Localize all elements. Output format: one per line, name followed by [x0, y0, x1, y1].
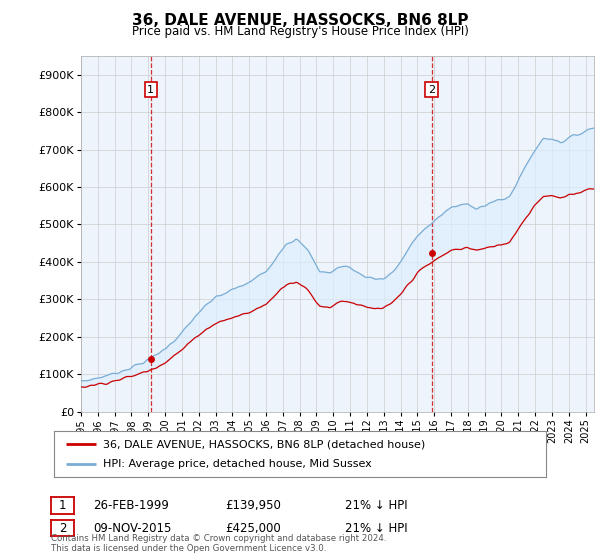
Text: HPI: Average price, detached house, Mid Sussex: HPI: Average price, detached house, Mid … — [103, 459, 372, 469]
Text: £139,950: £139,950 — [225, 498, 281, 512]
Text: 36, DALE AVENUE, HASSOCKS, BN6 8LP: 36, DALE AVENUE, HASSOCKS, BN6 8LP — [132, 13, 468, 28]
Text: 1: 1 — [148, 85, 154, 95]
Text: Price paid vs. HM Land Registry's House Price Index (HPI): Price paid vs. HM Land Registry's House … — [131, 25, 469, 38]
Text: 21% ↓ HPI: 21% ↓ HPI — [345, 521, 407, 535]
Text: £425,000: £425,000 — [225, 521, 281, 535]
Text: 26-FEB-1999: 26-FEB-1999 — [93, 498, 169, 512]
Text: 21% ↓ HPI: 21% ↓ HPI — [345, 498, 407, 512]
Text: 1: 1 — [59, 498, 66, 512]
Text: 36, DALE AVENUE, HASSOCKS, BN6 8LP (detached house): 36, DALE AVENUE, HASSOCKS, BN6 8LP (deta… — [103, 439, 425, 449]
Text: Contains HM Land Registry data © Crown copyright and database right 2024.
This d: Contains HM Land Registry data © Crown c… — [51, 534, 386, 553]
Text: 2: 2 — [428, 85, 435, 95]
Text: 2: 2 — [59, 521, 66, 535]
Text: 09-NOV-2015: 09-NOV-2015 — [93, 521, 172, 535]
